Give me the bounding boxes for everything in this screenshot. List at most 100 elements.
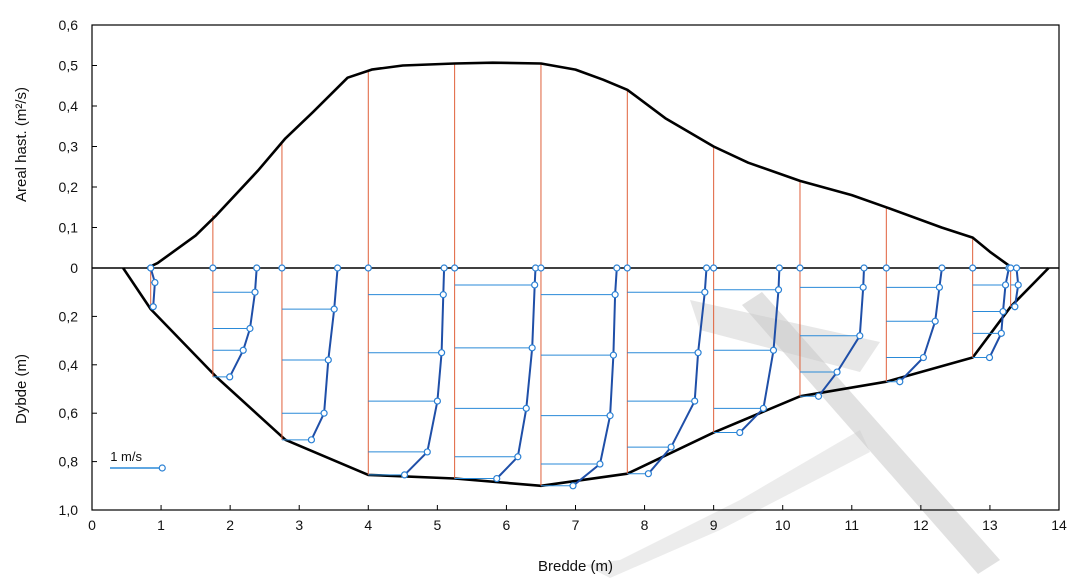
x-tick-label: 7 bbox=[572, 517, 580, 533]
watermark-graphic bbox=[585, 292, 1000, 578]
velocity-point-marker bbox=[938, 264, 946, 272]
velocity-point-marker bbox=[896, 378, 904, 386]
lower-y-tick-label: 0,2 bbox=[59, 308, 79, 324]
velocity-point-marker bbox=[151, 278, 159, 287]
chart-frame bbox=[91, 24, 1060, 511]
velocity-point-marker bbox=[437, 349, 446, 357]
x-tick-label: 11 bbox=[845, 517, 860, 533]
velocity-point-marker bbox=[596, 460, 604, 468]
vertical-origin-marker bbox=[209, 264, 217, 272]
velocity-point-marker bbox=[644, 470, 652, 478]
upper-y-tick-label: 0,2 bbox=[59, 179, 79, 195]
velocity-point-marker bbox=[149, 303, 157, 311]
legend: 1 m/s bbox=[110, 449, 166, 472]
watermark-stroke bbox=[690, 300, 880, 372]
velocity-point-marker bbox=[999, 307, 1007, 316]
x-tick-label: 9 bbox=[710, 517, 718, 533]
vertical-origin-marker bbox=[1007, 264, 1015, 272]
velocity-point-marker bbox=[400, 471, 409, 479]
velocity-profile-curve bbox=[572, 267, 618, 487]
velocity-point-marker bbox=[439, 291, 447, 299]
velocity-point-marker bbox=[769, 346, 778, 354]
velocity-point-marker bbox=[611, 291, 619, 299]
vertical-origin-marker bbox=[364, 264, 372, 272]
velocity-point-marker bbox=[759, 404, 767, 412]
velocity-point-marker bbox=[333, 264, 342, 272]
vertical-origin-marker bbox=[969, 264, 977, 272]
lower-y-tick-label: 0,8 bbox=[59, 454, 79, 470]
velocity-profile-curve bbox=[149, 267, 156, 307]
x-tick-label: 8 bbox=[641, 517, 649, 533]
x-tick-label: 0 bbox=[88, 517, 96, 533]
vertical-origin-marker bbox=[882, 264, 890, 272]
velocity-point-marker bbox=[528, 344, 536, 352]
velocity-point-marker bbox=[522, 404, 530, 412]
velocity-point-marker bbox=[985, 353, 994, 362]
velocity-profile-curve bbox=[403, 267, 446, 476]
x-tick-label: 2 bbox=[226, 517, 234, 533]
velocity-point-marker bbox=[324, 356, 332, 364]
upper-y-tick-label: 0,6 bbox=[59, 17, 79, 33]
velocity-profile-curve bbox=[899, 267, 943, 383]
velocity-point-marker bbox=[613, 264, 621, 272]
velocity-point-marker bbox=[997, 329, 1005, 337]
lower-y-tick-label: 1,0 bbox=[59, 502, 79, 518]
x-tick-label: 6 bbox=[503, 517, 511, 533]
velocity-profile-curve bbox=[496, 267, 537, 480]
velocity-point-marker bbox=[935, 283, 944, 291]
velocity-point-marker bbox=[860, 264, 868, 272]
lower-panel bbox=[122, 264, 1050, 490]
vertical-origin-marker bbox=[623, 264, 631, 272]
watermark-stroke bbox=[585, 430, 870, 578]
velocity-point-marker bbox=[531, 281, 539, 289]
velocity-point-marker bbox=[239, 346, 247, 354]
velocity-point-marker bbox=[694, 349, 702, 357]
x-tick-label: 10 bbox=[775, 517, 791, 533]
riverbed-profile bbox=[122, 267, 1050, 488]
x-tick-label: 4 bbox=[364, 517, 372, 533]
x-tick-label: 14 bbox=[1051, 517, 1067, 533]
lower-y-tick-label: 0,6 bbox=[59, 405, 79, 421]
velocity-point-marker bbox=[307, 436, 316, 444]
upper-y-tick-label: 0,1 bbox=[59, 220, 79, 236]
velocity-point-marker bbox=[856, 332, 864, 340]
velocity-point-marker bbox=[253, 264, 261, 272]
x-tick-label: 5 bbox=[433, 517, 441, 533]
lower-y-axis-title: Dybde (m) bbox=[13, 354, 30, 424]
vertical-origin-marker bbox=[537, 264, 545, 272]
velocity-point-marker bbox=[1001, 281, 1010, 289]
upper-y-axis-title: Areal hast. (m²/s) bbox=[13, 87, 30, 202]
velocity-point-marker bbox=[423, 448, 431, 456]
velocity-point-marker bbox=[493, 474, 501, 483]
velocity-point-marker bbox=[814, 392, 823, 400]
velocity-point-marker bbox=[919, 353, 927, 362]
velocity-point-marker bbox=[736, 428, 744, 437]
velocity-point-marker bbox=[246, 324, 254, 333]
velocity-point-marker bbox=[702, 264, 711, 272]
velocity-point-marker bbox=[330, 305, 338, 313]
velocity-point-marker bbox=[433, 397, 441, 405]
velocity-profile-curve bbox=[647, 267, 708, 475]
upper-y-tick-label: 0 bbox=[70, 260, 78, 276]
velocity-point-marker bbox=[701, 288, 709, 296]
x-tick-label: 3 bbox=[295, 517, 303, 533]
velocity-point-marker bbox=[320, 409, 328, 417]
velocity-point-marker bbox=[251, 288, 259, 296]
legend-marker bbox=[158, 464, 166, 472]
area-velocity-curve bbox=[146, 61, 1012, 270]
watermark-stroke bbox=[742, 292, 1000, 574]
x-tick-label: 1 bbox=[157, 517, 165, 533]
x-tick-label: 13 bbox=[982, 517, 998, 533]
velocity-point-marker bbox=[147, 264, 155, 272]
velocity-point-marker bbox=[514, 453, 522, 461]
velocity-point-marker bbox=[606, 412, 614, 420]
velocity-point-marker bbox=[569, 482, 577, 490]
velocity-point-marker bbox=[774, 286, 783, 294]
vertical-origin-marker bbox=[796, 264, 804, 272]
upper-y-tick-label: 0,4 bbox=[59, 98, 79, 114]
velocity-point-marker bbox=[931, 317, 939, 325]
velocity-point-marker bbox=[859, 283, 867, 291]
velocity-profile-curve bbox=[228, 267, 258, 378]
velocity-point-marker bbox=[667, 443, 675, 451]
